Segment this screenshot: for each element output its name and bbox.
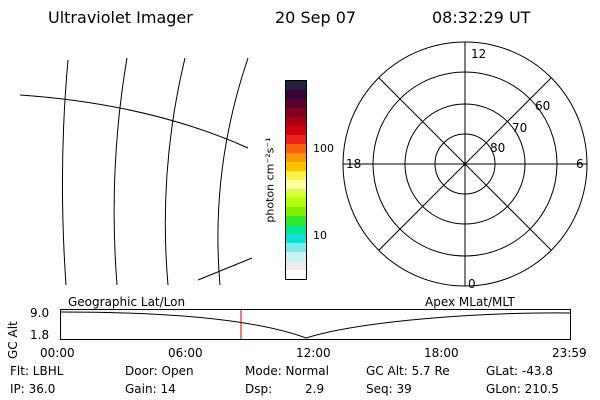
seq-status: Seq: 39 [366,382,412,396]
instrument-title: Ultraviolet Imager [48,8,193,27]
diagonal-line [378,77,552,251]
color-bar-swatch [286,261,306,270]
intensity-color-bar [285,80,307,280]
color-bar-swatch [286,234,306,243]
hour-label-0: 0 [468,277,476,290]
dsp-label: Dsp: [245,382,273,396]
color-bar-swatch [286,189,306,198]
hour-label-6: 6 [576,157,584,171]
parallel-line [197,257,253,281]
lat-label-60: 60 [535,99,550,113]
filter-status: Flt: LBHL [10,364,64,378]
altitude-curve [60,311,571,339]
meridian-line [113,57,128,286]
color-bar-swatch [286,180,306,189]
time-label: 08:32:29 UT [432,8,531,27]
xtick-2359: 23:59 [552,346,587,360]
meridian-line [217,57,249,286]
gain-status: Gain: 14 [125,382,176,396]
color-bar-swatch [286,135,306,144]
glat-status: GLat: -43.8 [486,364,553,378]
glon-status: GLon: 210.5 [486,382,559,396]
color-bar-swatch [286,207,306,216]
color-bar-swatch [286,243,306,252]
alt-ytick-1-8: 1.8 [30,328,50,342]
dsp-value: 2.9 [305,382,325,396]
altitude-timeline [60,309,571,340]
color-bar-swatch [286,198,306,207]
timeline-frame [60,309,571,340]
hour-label-18: 18 [346,157,361,171]
door-status: Door: Open [125,364,194,378]
lat-label-70: 70 [512,121,527,135]
color-bar-swatch [286,252,306,261]
hour-label-12: 12 [471,47,486,61]
date-label: 20 Sep 07 [275,8,357,27]
color-bar-swatch [286,225,306,234]
xtick-0600: 06:00 [168,346,203,360]
color-bar-swatch [286,171,306,180]
color-bar-swatch [286,108,306,117]
xtick-1200: 12:00 [296,346,331,360]
color-bar-swatch [286,90,306,99]
geographic-grid [19,57,253,286]
colorbar-tick-100: 100 [313,142,334,155]
alt-axis-label: GC Alt [6,321,20,359]
color-bar-swatch [286,81,306,90]
polar-mlt-plot: 12 18 6 0 60 70 80 [342,41,588,290]
color-bar-swatch [286,153,306,162]
xtick-1800: 18:00 [424,346,459,360]
color-bar-swatch [286,117,306,126]
meridian-line [164,57,186,286]
geographic-caption: Geographic Lat/Lon [68,295,186,309]
meridian-line [61,59,69,286]
color-bar-swatch [286,162,306,171]
colorbar-unit-label: photon cm⁻²s⁻¹ [263,137,277,223]
color-bar-swatch [286,126,306,135]
colorbar-tick-10: 10 [313,229,327,242]
parallel-line [19,94,249,149]
gc-alt-status: GC Alt: 5.7 Re [366,364,450,378]
alt-ytick-9: 9.0 [30,306,50,320]
ip-status: IP: 36.0 [10,382,56,396]
color-bar-swatch [286,144,306,153]
lat-label-80: 80 [490,141,505,155]
color-bar-swatch [286,270,306,279]
mode-status: Mode: Normal [245,364,329,378]
color-bar-swatch [286,99,306,108]
color-bar-swatch [286,216,306,225]
xtick-0000: 00:00 [40,346,75,360]
apex-caption: Apex MLat/MLT [425,295,515,309]
